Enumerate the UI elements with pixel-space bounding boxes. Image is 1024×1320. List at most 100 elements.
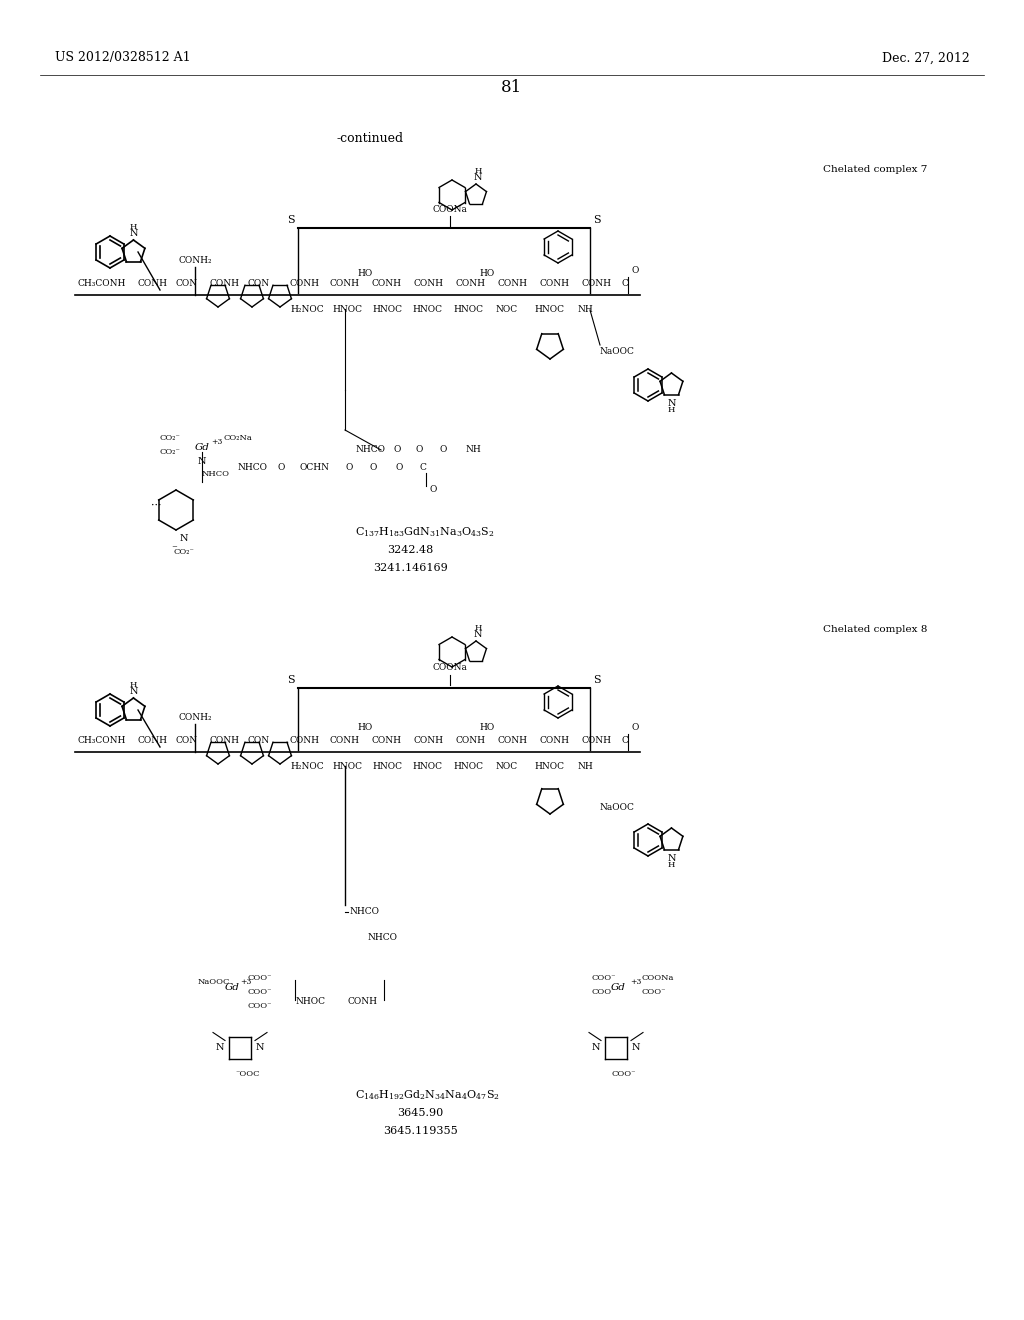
Text: CONH: CONH — [138, 737, 168, 744]
Text: COONa: COONa — [432, 206, 467, 214]
Text: CONH: CONH — [210, 279, 240, 288]
Text: COO⁻: COO⁻ — [592, 974, 616, 982]
Text: CO₂⁻: CO₂⁻ — [159, 434, 180, 442]
Text: N: N — [632, 1044, 640, 1052]
Text: N: N — [256, 1044, 264, 1052]
Text: HO: HO — [479, 723, 495, 733]
Text: O: O — [632, 723, 639, 733]
Text: NOC: NOC — [495, 762, 517, 771]
Text: CO₂⁻: CO₂⁻ — [173, 548, 195, 556]
Text: CO₂⁻: CO₂⁻ — [159, 447, 180, 455]
Text: CONH₂: CONH₂ — [178, 256, 212, 265]
Text: 3242.48: 3242.48 — [387, 545, 433, 554]
Text: CONH: CONH — [413, 279, 443, 288]
Text: N: N — [474, 630, 482, 639]
Text: CONH₂: CONH₂ — [178, 713, 212, 722]
Text: CONH: CONH — [539, 737, 569, 744]
Text: N: N — [668, 854, 676, 863]
Text: H₂NOC: H₂NOC — [290, 305, 324, 314]
Text: CONH: CONH — [455, 279, 485, 288]
Text: Gd: Gd — [195, 444, 210, 453]
Text: HNOC: HNOC — [332, 762, 362, 771]
Text: $\mathregular{C_{146}H_{192}Gd_2N_{34}Na_4O_{47}S_2}$: $\mathregular{C_{146}H_{192}Gd_2N_{34}Na… — [355, 1088, 500, 1102]
Text: CONH: CONH — [290, 737, 319, 744]
Text: COO⁻: COO⁻ — [642, 987, 667, 997]
Text: Gd: Gd — [224, 983, 240, 993]
Text: H: H — [130, 681, 137, 689]
Text: CH₃CONH: CH₃CONH — [78, 279, 126, 288]
Text: US 2012/0328512 A1: US 2012/0328512 A1 — [55, 51, 190, 65]
Text: CONH: CONH — [497, 279, 527, 288]
Text: N: N — [216, 1044, 224, 1052]
Text: N: N — [180, 535, 188, 543]
Text: CON: CON — [248, 279, 270, 288]
Text: H: H — [668, 861, 675, 869]
Text: NHCO: NHCO — [367, 933, 397, 942]
Text: CONH: CONH — [372, 279, 402, 288]
Text: H: H — [668, 407, 675, 414]
Text: NaOOC: NaOOC — [600, 804, 635, 813]
Text: CH₃CONH: CH₃CONH — [78, 737, 126, 744]
Text: NHCO: NHCO — [238, 463, 268, 473]
Text: 3241.146169: 3241.146169 — [373, 564, 447, 573]
Text: HNOC: HNOC — [534, 762, 564, 771]
Text: HNOC: HNOC — [372, 305, 402, 314]
Text: O: O — [345, 463, 352, 473]
Text: HO: HO — [479, 268, 495, 277]
Text: CONH: CONH — [497, 737, 527, 744]
Text: NH: NH — [578, 762, 594, 771]
Text: C: C — [622, 279, 629, 288]
Text: N: N — [198, 458, 206, 466]
Text: ⁻OOC: ⁻OOC — [236, 1071, 260, 1078]
Text: S: S — [593, 215, 601, 224]
Text: HO: HO — [357, 268, 373, 277]
Text: CON: CON — [175, 279, 198, 288]
Text: Dec. 27, 2012: Dec. 27, 2012 — [883, 51, 970, 65]
Text: O: O — [430, 486, 437, 495]
Text: Chelated complex 8: Chelated complex 8 — [823, 626, 928, 635]
Text: COO⁻: COO⁻ — [592, 987, 616, 997]
Text: Gd: Gd — [610, 983, 626, 993]
Text: HNOC: HNOC — [372, 762, 402, 771]
Text: CONH: CONH — [372, 737, 402, 744]
Text: NHCO: NHCO — [349, 908, 379, 916]
Text: NH: NH — [465, 446, 480, 454]
Text: $\mathregular{C_{137}H_{183}GdN_{31}Na_3O_{43}S_2}$: $\mathregular{C_{137}H_{183}GdN_{31}Na_3… — [355, 525, 495, 539]
Text: 3645.90: 3645.90 — [397, 1107, 443, 1118]
Text: S: S — [288, 675, 295, 685]
Text: CON: CON — [248, 737, 270, 744]
Text: O: O — [395, 463, 402, 473]
Text: NH: NH — [578, 305, 594, 314]
Text: CONH: CONH — [330, 279, 360, 288]
Text: +3: +3 — [211, 438, 222, 446]
Text: COO⁻: COO⁻ — [248, 974, 272, 982]
Text: O: O — [415, 446, 422, 454]
Text: CONH: CONH — [582, 279, 612, 288]
Text: N: N — [129, 686, 137, 696]
Text: COO⁻: COO⁻ — [611, 1071, 636, 1078]
Text: ···: ··· — [151, 502, 161, 511]
Text: S: S — [593, 675, 601, 685]
Text: +3: +3 — [630, 978, 641, 986]
Text: COONa: COONa — [642, 974, 675, 982]
Text: O: O — [393, 446, 400, 454]
Text: HNOC: HNOC — [453, 305, 483, 314]
Text: HNOC: HNOC — [412, 762, 442, 771]
Text: CONH: CONH — [582, 737, 612, 744]
Text: HO: HO — [357, 723, 373, 733]
Text: NHCO: NHCO — [355, 446, 385, 454]
Text: NaOOC: NaOOC — [198, 978, 230, 986]
Text: CONH: CONH — [455, 737, 485, 744]
Text: CO₂Na: CO₂Na — [223, 434, 252, 442]
Text: COO⁻: COO⁻ — [248, 987, 272, 997]
Text: N: N — [474, 173, 482, 182]
Text: H: H — [474, 624, 481, 632]
Text: S: S — [288, 215, 295, 224]
Text: CONH: CONH — [539, 279, 569, 288]
Text: COO⁻: COO⁻ — [248, 1002, 272, 1010]
Text: H: H — [130, 223, 137, 231]
Text: C: C — [622, 737, 629, 744]
Text: +3: +3 — [240, 978, 251, 986]
Text: CONH: CONH — [348, 998, 378, 1006]
Text: H: H — [474, 168, 481, 176]
